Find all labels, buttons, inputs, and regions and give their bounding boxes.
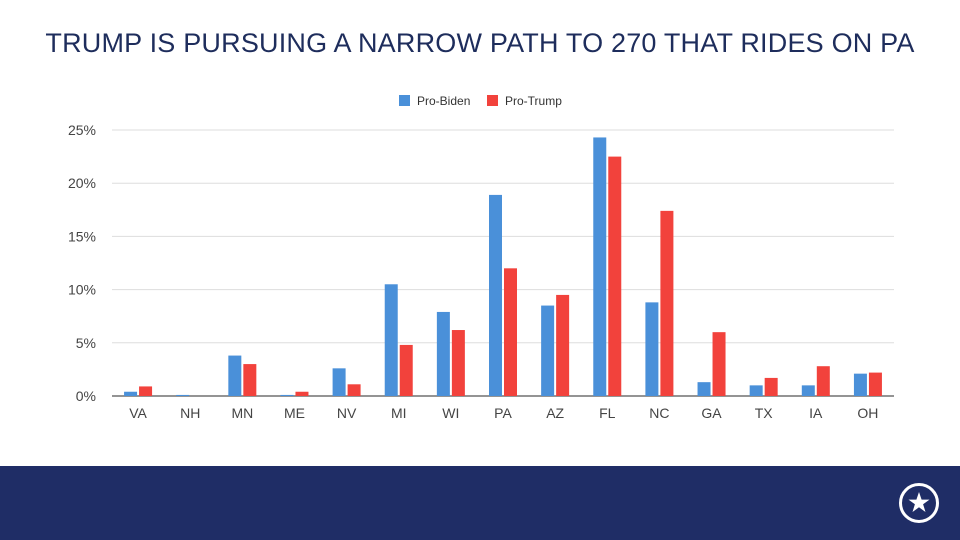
x-tick-label: TX: [755, 405, 774, 421]
x-tick-label: FL: [599, 405, 616, 421]
bar-pro-trump-wi: [451, 330, 465, 396]
bar-pro-trump-tx: [764, 377, 778, 396]
bar-pro-trump-ia: [816, 366, 830, 396]
y-tick-label: 20%: [68, 175, 96, 191]
x-tick-label: NV: [337, 405, 357, 421]
bar-pro-biden-nh: [176, 394, 190, 396]
bar-pro-biden-wi: [436, 311, 450, 396]
bar-pro-biden-oh: [853, 373, 867, 396]
bar-pro-trump-pa: [504, 268, 517, 396]
x-tick-label: PA: [494, 405, 512, 421]
x-tick-label: WI: [442, 405, 459, 421]
footer-bar: [0, 466, 960, 540]
bar-pro-biden-pa: [489, 194, 502, 396]
y-tick-label: 5%: [76, 335, 96, 351]
x-tick-label: NH: [180, 405, 200, 421]
bar-chart: 0% 5% 10% 15% 20% 25% VA NH MN ME NV MI WI PA AZ FL NC GA…: [68, 94, 894, 421]
bar-pro-biden-tx: [749, 385, 763, 396]
bar-pro-trump-va: [139, 386, 153, 396]
chart-title: TRUMP IS PURSUING A NARROW PATH TO 270 T…: [45, 28, 915, 58]
bar-pro-biden-mn: [228, 355, 242, 396]
x-tick-label: GA: [701, 405, 722, 421]
x-tick-label: VA: [129, 405, 147, 421]
bar-pro-biden-ga: [697, 382, 711, 396]
bar-pro-biden-fl: [593, 137, 607, 396]
x-tick-label: NC: [649, 405, 669, 421]
bar-pro-trump-mi: [399, 344, 413, 396]
bar-pro-biden-me: [280, 394, 294, 396]
bar-pro-trump-ga: [712, 332, 726, 396]
x-tick-label: MI: [391, 405, 407, 421]
x-tick-label: OH: [857, 405, 878, 421]
star-in-circle-icon: [899, 483, 939, 523]
x-tick-label: IA: [809, 405, 823, 421]
bar-pro-trump-nc: [660, 210, 674, 396]
legend-label: Pro-Biden: [417, 94, 470, 108]
bar-pro-biden-mi: [384, 284, 398, 396]
bar-pro-biden-nv: [332, 368, 346, 396]
bar-pro-trump-mn: [243, 364, 257, 396]
bar-pro-trump-az: [556, 294, 570, 396]
legend-label: Pro-Trump: [505, 94, 562, 108]
y-tick-label: 25%: [68, 122, 96, 138]
x-tick-label: AZ: [546, 405, 564, 421]
x-tick-label: MN: [231, 405, 253, 421]
bar-pro-trump-nv: [347, 384, 361, 396]
bar-pro-trump-oh: [868, 372, 882, 396]
y-tick-label: 0%: [76, 388, 96, 404]
y-tick-label: 15%: [68, 228, 96, 244]
legend-swatch-pro-biden: [399, 95, 410, 106]
bar-pro-trump-fl: [608, 156, 622, 396]
bar-pro-biden-nc: [645, 302, 659, 396]
bar-pro-trump-me: [295, 391, 309, 396]
bar-pro-biden-va: [124, 391, 138, 396]
bar-pro-biden-az: [541, 305, 555, 396]
y-tick-label: 10%: [68, 282, 96, 298]
bar-pro-biden-ia: [801, 385, 815, 396]
x-tick-label: ME: [284, 405, 305, 421]
legend-swatch-pro-trump: [487, 95, 498, 106]
